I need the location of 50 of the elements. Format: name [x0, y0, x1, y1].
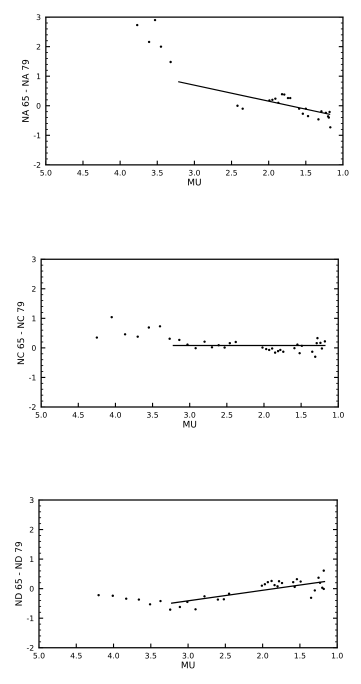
point: [293, 346, 296, 350]
point: [299, 580, 302, 583]
y-axis-title: NC 65 - NC 79: [17, 302, 24, 364]
point: [148, 326, 150, 329]
point: [274, 351, 276, 354]
point: [186, 600, 189, 604]
x-axis-title: MU: [182, 662, 194, 668]
x-axis-title: MU: [183, 420, 196, 428]
point: [293, 586, 296, 588]
x-axis-title: MU: [188, 178, 201, 186]
point: [316, 336, 319, 340]
point: [96, 336, 98, 339]
point: [317, 118, 320, 121]
point: [203, 595, 206, 598]
point: [216, 598, 220, 601]
point: [274, 97, 277, 100]
point: [279, 348, 282, 352]
point: [178, 338, 181, 342]
point: [329, 126, 332, 129]
point: [292, 580, 294, 584]
point: [168, 608, 172, 611]
point: [266, 580, 270, 584]
point: [310, 596, 312, 600]
point: [296, 578, 298, 580]
point: [324, 340, 326, 343]
point: [194, 346, 197, 350]
point: [271, 98, 274, 102]
point: [228, 342, 232, 344]
point: [268, 99, 271, 102]
point: [260, 584, 264, 587]
point: [223, 346, 226, 349]
point: [276, 350, 280, 352]
point: [228, 592, 230, 595]
point: [203, 340, 206, 343]
point: [138, 598, 140, 601]
point: [178, 606, 182, 608]
y-axis-title: NA 65 - NA 79: [22, 60, 29, 122]
point: [148, 603, 152, 606]
point: [273, 584, 276, 586]
y-axis-title: ND 65 - ND 79: [15, 542, 22, 606]
point: [148, 40, 150, 44]
point: [169, 60, 172, 64]
point: [97, 594, 100, 596]
point: [320, 110, 323, 113]
point: [319, 342, 322, 344]
point: [160, 45, 162, 48]
point: [194, 608, 197, 611]
point: [270, 347, 274, 350]
point: [314, 589, 316, 592]
point: [268, 348, 270, 352]
